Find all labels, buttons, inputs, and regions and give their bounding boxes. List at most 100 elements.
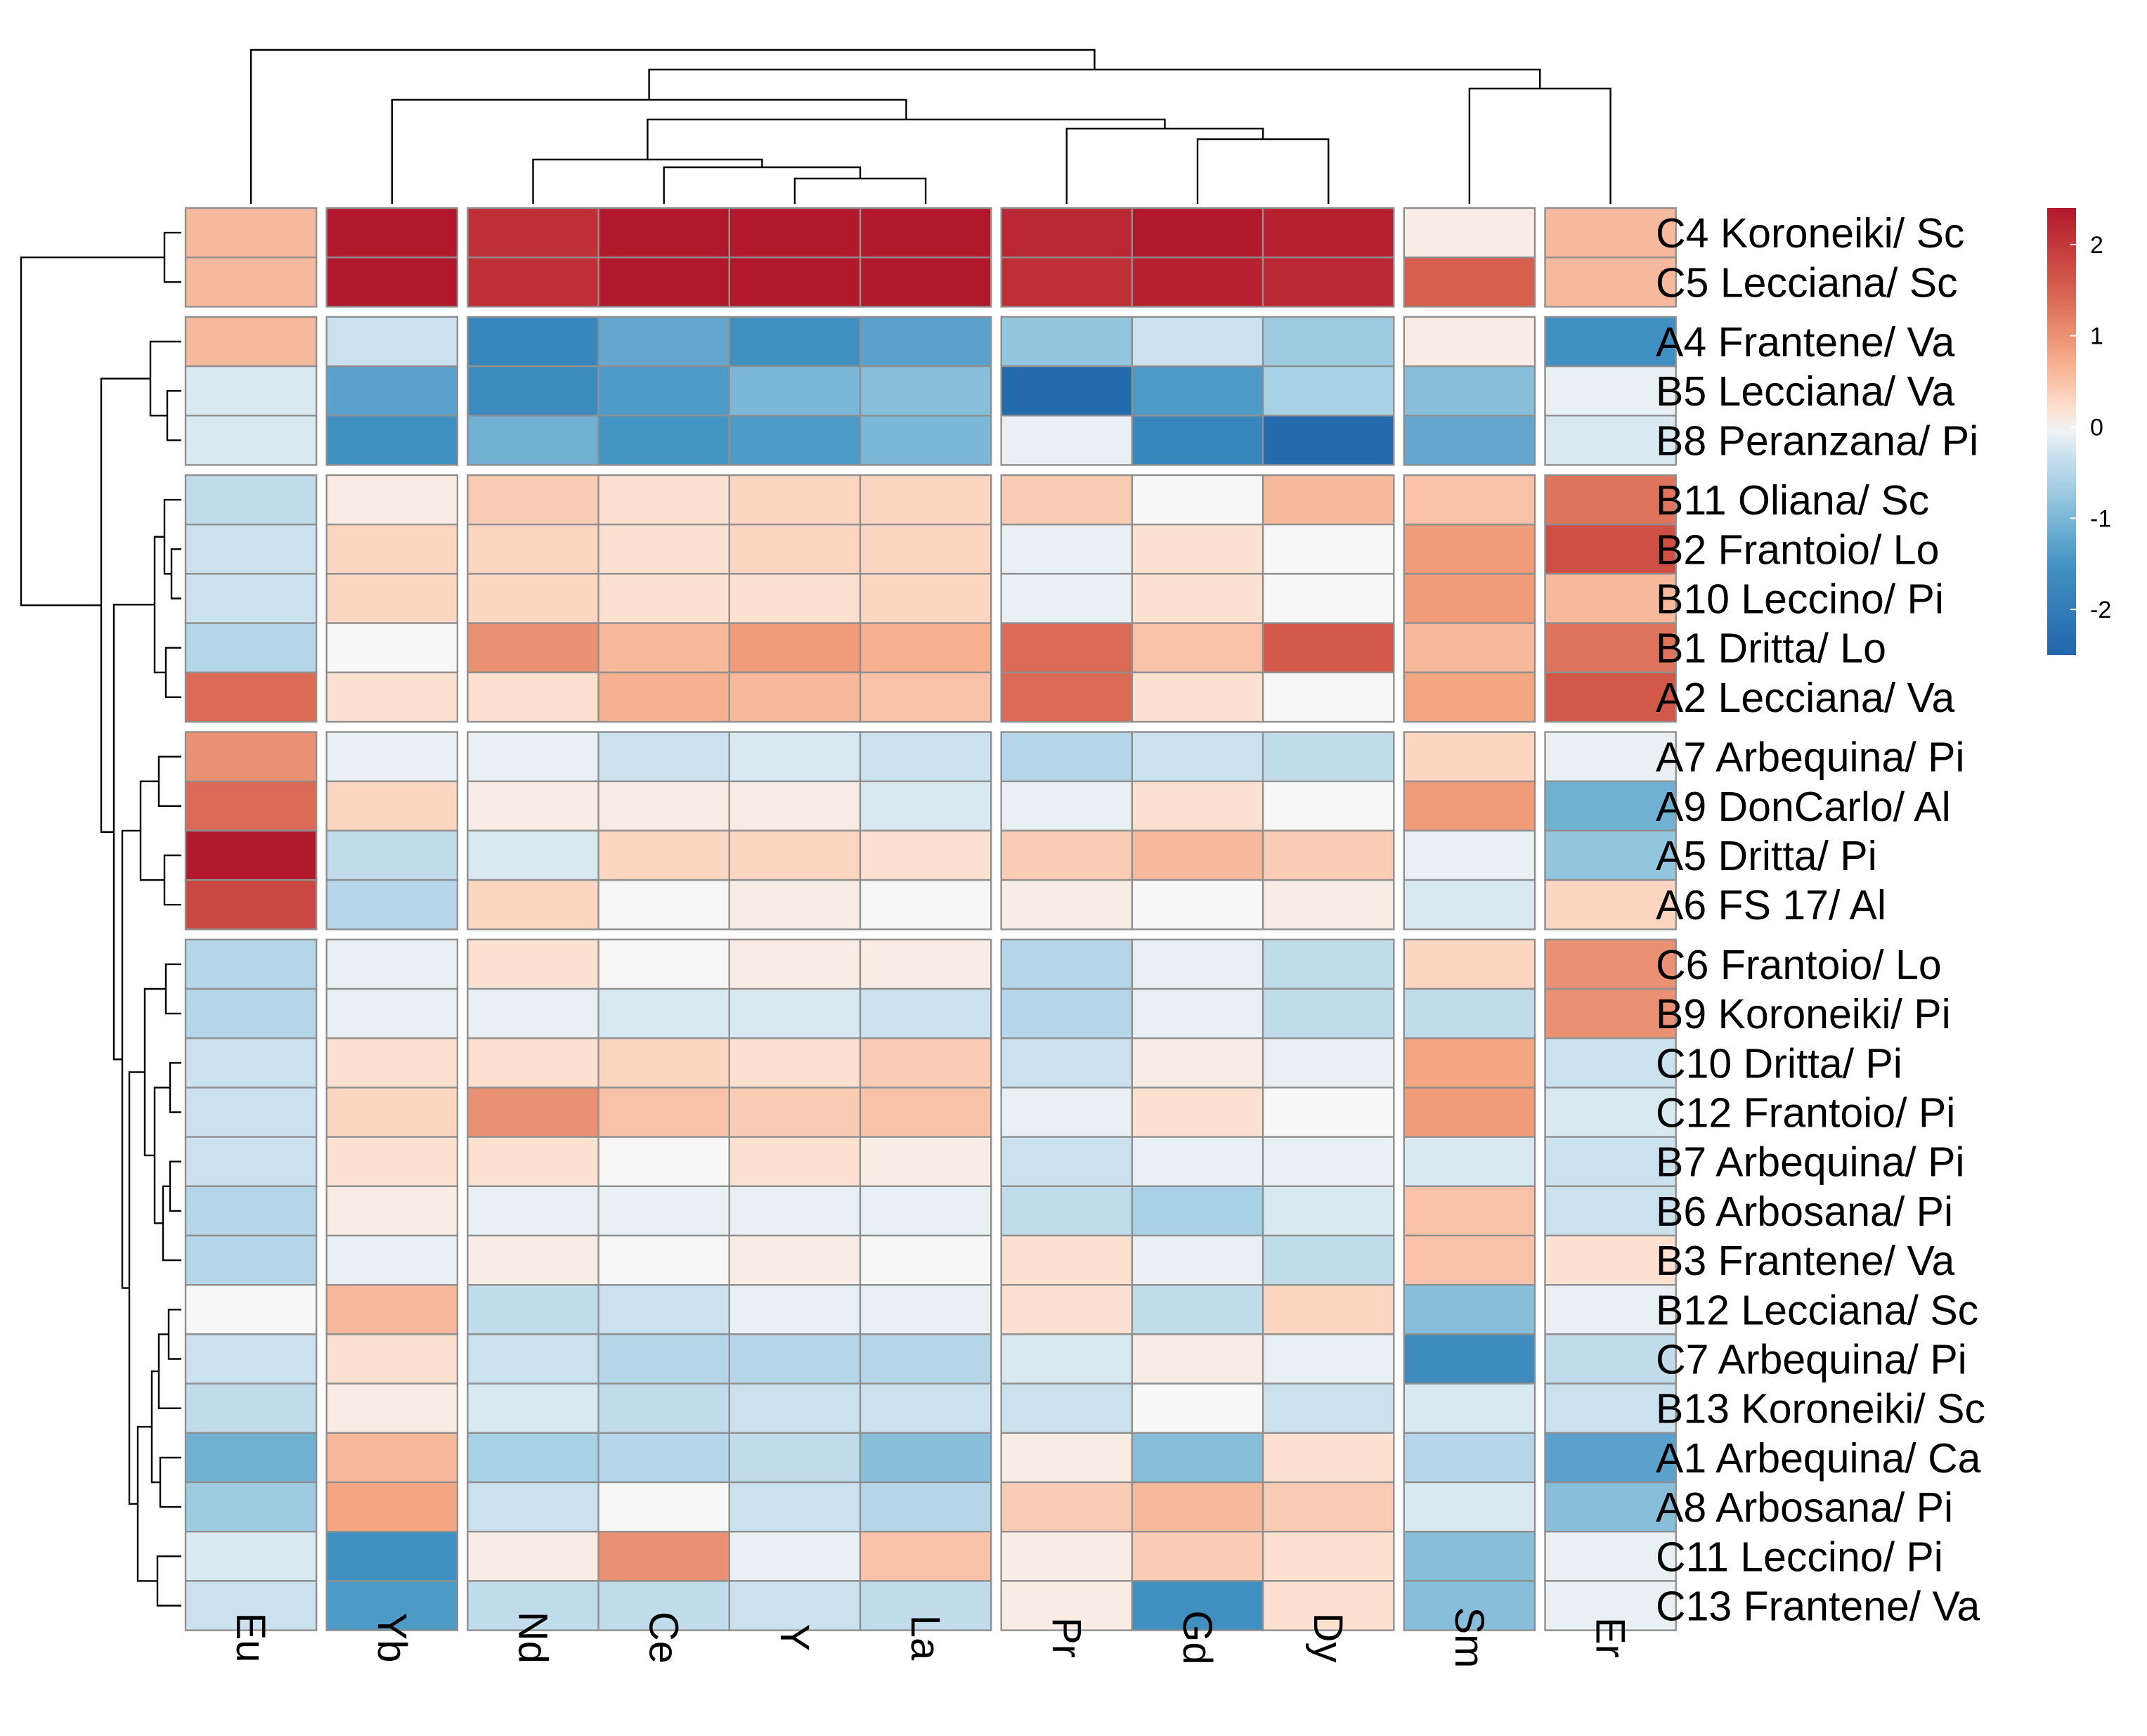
heatmap-cell (728, 1087, 862, 1138)
heatmap-cell (728, 1136, 862, 1187)
row-dendrogram-branch (169, 1062, 181, 1113)
heatmap-cell (1000, 257, 1134, 308)
heatmap-cell (184, 1530, 318, 1582)
heatmap-cell (1261, 474, 1395, 526)
heatmap-cell (1544, 1530, 1677, 1582)
row-label: A6 FS 17/ Al (1656, 882, 1886, 928)
heatmap-cell (1544, 879, 1677, 931)
row-dendrogram-branch (139, 780, 164, 881)
row-dendrogram-branch (149, 340, 181, 417)
heatmap-cell (728, 622, 862, 673)
heatmap-cell (1000, 622, 1134, 673)
heatmap-cell (1261, 415, 1395, 466)
heatmap-cell (728, 829, 862, 881)
heatmap-cell (1261, 1087, 1395, 1138)
heatmap-cell (1544, 1333, 1677, 1385)
row-label: C10 Dritta/ Pi (1656, 1040, 1902, 1087)
heatmap-cell (1544, 207, 1677, 259)
heatmap-cell (467, 207, 599, 259)
heatmap-cell (325, 207, 459, 259)
heatmap-cell (1403, 829, 1536, 881)
heatmap-cell (1000, 415, 1134, 466)
heatmap-cell (325, 1136, 459, 1187)
heatmap-cell (184, 1136, 318, 1187)
heatmap-cell (1000, 1185, 1134, 1237)
heatmap-cell (597, 987, 730, 1039)
heatmap-cell (325, 938, 459, 990)
heatmap-cell (1544, 1481, 1677, 1533)
heatmap-cell (1544, 474, 1677, 526)
heatmap-cell (467, 415, 599, 466)
heatmap-cell (859, 1432, 992, 1484)
row-label: A1 Arbequina/ Ca (1656, 1435, 1981, 1482)
col-dendrogram-branch (663, 166, 862, 204)
heatmap-cell (1000, 1087, 1134, 1138)
heatmap-cell (325, 365, 459, 417)
column-label: Dy (1305, 1613, 1351, 1663)
heatmap-cell (1403, 780, 1536, 832)
heatmap-cell (859, 524, 992, 575)
heatmap-cell (859, 987, 992, 1039)
heatmap-cell (1131, 415, 1264, 466)
heatmap-cell (325, 1382, 459, 1434)
row-dendrogram-branch (156, 1555, 181, 1607)
heatmap-cell (325, 879, 459, 931)
row-label: B11 Oliana/ Sc (1656, 477, 1929, 524)
heatmap-cell (1000, 1530, 1134, 1582)
heatmap-cell (184, 1481, 318, 1533)
row-label: B5 Lecciana/ Va (1656, 368, 1954, 415)
heatmap-cell (1131, 474, 1264, 526)
heatmap-cell (859, 879, 992, 931)
heatmap-cell (597, 671, 730, 723)
column-label: Ce (641, 1612, 687, 1664)
heatmap-cell (1131, 1580, 1264, 1631)
heatmap-cell (1000, 316, 1134, 368)
heatmap-cell (467, 622, 599, 673)
color-legend: 2 1 0 -1 -2 (2047, 208, 2111, 655)
heatmap-cell (325, 987, 459, 1039)
legend-tick-label: -1 (2090, 505, 2111, 532)
heatmap-cell (467, 731, 599, 782)
heatmap-cell (1261, 671, 1395, 723)
heatmap-cell (859, 474, 992, 526)
heatmap-cell (1000, 829, 1134, 881)
heatmap-cell (325, 1087, 459, 1138)
heatmap-cell (1131, 879, 1264, 931)
heatmap-cell (1131, 1185, 1264, 1237)
heatmap-cell (184, 524, 318, 575)
heatmap-cell (1261, 780, 1395, 832)
heatmap-cell (1403, 207, 1536, 259)
heatmap-cell (1544, 987, 1677, 1039)
row-label: B3 Frantene/ Va (1656, 1238, 1954, 1284)
heatmap-cell (597, 573, 730, 624)
row-label: C4 Koroneiki/ Sc (1656, 210, 1964, 257)
heatmap-cell (1261, 316, 1395, 368)
heatmap-cell (1000, 1136, 1134, 1187)
heatmap-cell (467, 1087, 599, 1138)
heatmap-cell (1544, 1087, 1677, 1138)
heatmap-cell (1403, 1136, 1536, 1187)
legend-colorbar (2047, 208, 2076, 655)
heatmap-cell (1544, 415, 1677, 466)
heatmap-cell (597, 365, 730, 417)
column-label: Sm (1446, 1607, 1492, 1669)
heatmap-cell (1000, 671, 1134, 723)
heatmap-cell (325, 829, 459, 881)
col-dendrogram-branch (1468, 87, 1611, 204)
legend-tick-label: 0 (2090, 415, 2103, 441)
heatmap-cell (467, 1382, 599, 1434)
heatmap-cell (597, 1481, 730, 1533)
heatmap-cell (1131, 1333, 1264, 1385)
heatmap-cell (184, 1432, 318, 1484)
row-dendrogram-branch (164, 963, 181, 1015)
heatmap-cell (728, 316, 862, 368)
heatmap-cell (1261, 1382, 1395, 1434)
heatmap-cell (1261, 1580, 1395, 1631)
heatmap-cell (1261, 1185, 1395, 1237)
heatmap-cell (1403, 573, 1536, 624)
heatmap-cell (1000, 731, 1134, 782)
heatmap-cell (467, 1185, 599, 1237)
heatmap-cell (1000, 1283, 1134, 1335)
heatmap-cell (859, 1481, 992, 1533)
